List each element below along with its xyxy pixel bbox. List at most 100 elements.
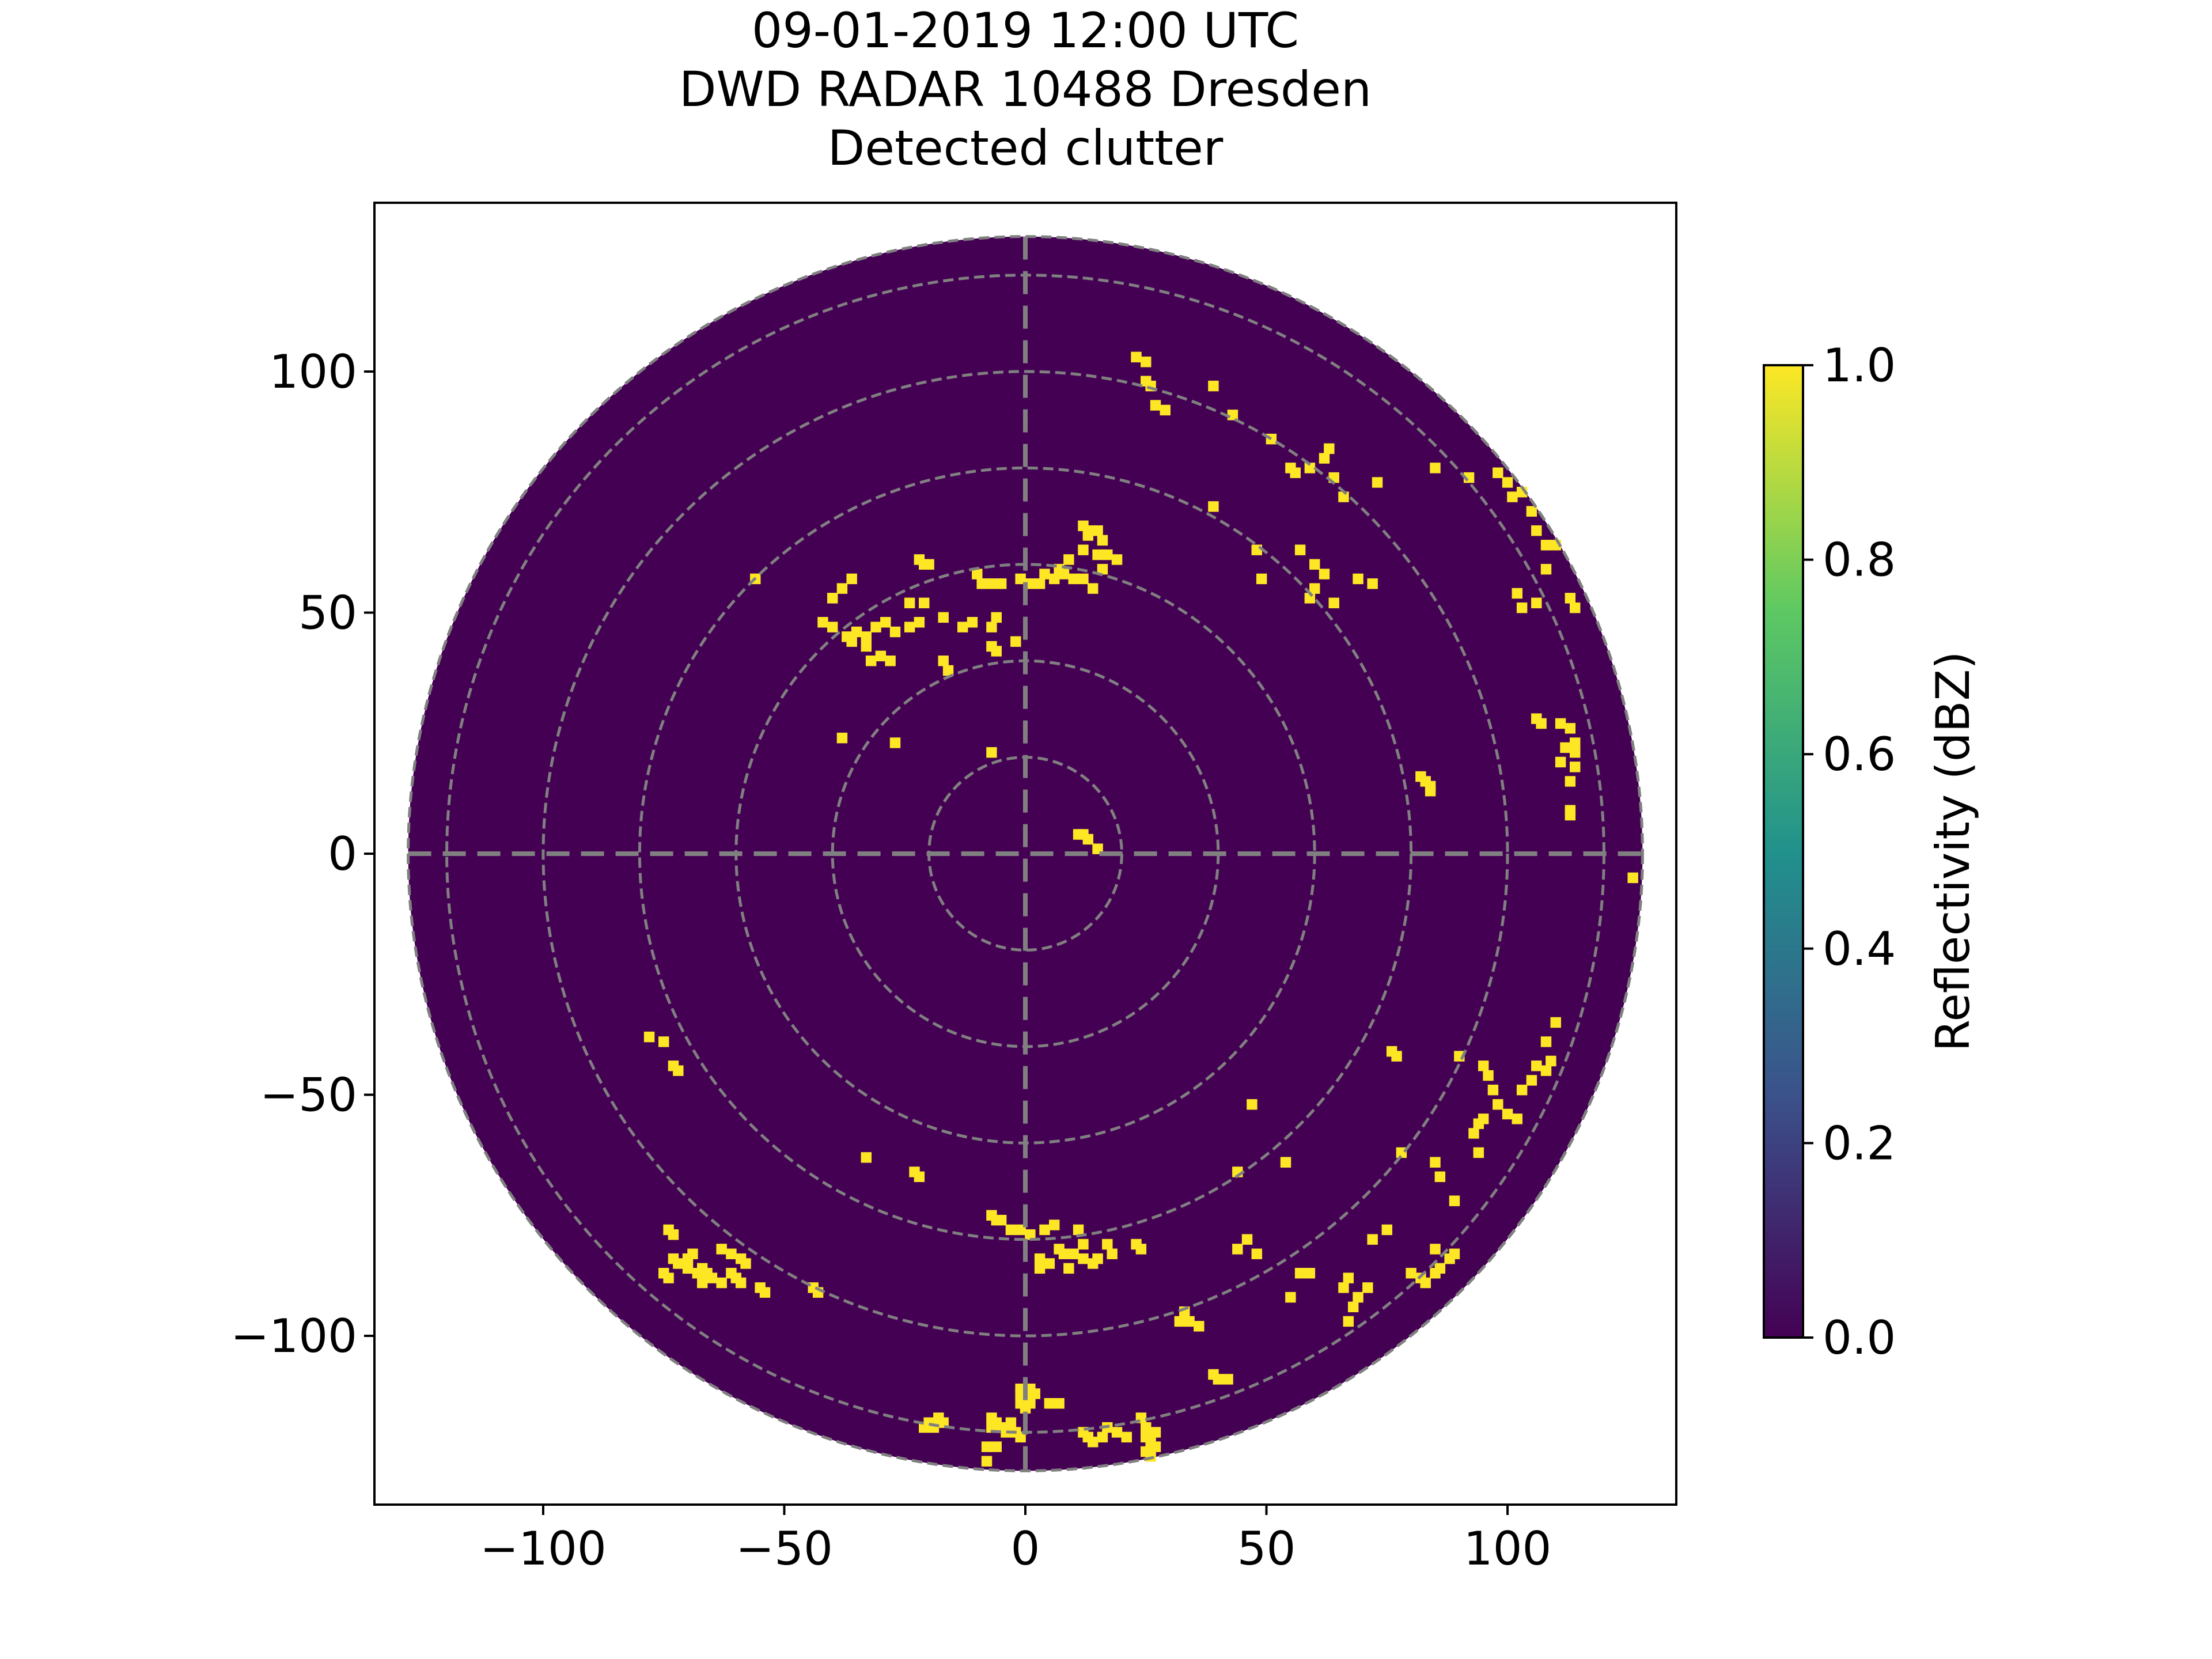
clutter-cell [1097,563,1108,575]
clutter-cell [1540,563,1552,575]
clutter-cell [1208,501,1219,512]
clutter-cell [870,622,881,632]
clutter-cell [1434,1171,1446,1183]
clutter-cell [1570,747,1581,758]
clutter-cell [1073,1224,1084,1236]
clutter-cell [981,578,993,589]
clutter-cell [1107,1248,1118,1259]
clutter-cell [1184,1316,1195,1327]
clutter-cell [1001,1427,1012,1438]
clutter-cell [1063,554,1074,565]
clutter-cell [1487,1084,1499,1096]
clutter-cell [1241,1234,1253,1245]
clutter-cell [1251,1248,1262,1259]
clutter-cell [923,559,934,570]
colorbar-tick-label: 0.2 [1823,1116,1896,1170]
colorbar-frame [1763,364,1804,1339]
clutter-cell [1473,1147,1484,1158]
colorbar-label: Reflectivity (dBZ) [1926,652,1980,1052]
clutter-cell [1232,1244,1243,1255]
clutter-cell [1034,578,1046,589]
clutter-cell [991,1441,1002,1452]
clutter-cell [1304,463,1316,474]
clutter-cell [726,1248,737,1259]
clutter-cell [1483,1070,1494,1081]
clutter-cell [1516,1084,1528,1096]
clutter-cell [716,1277,727,1289]
clutter-cell [1015,573,1026,585]
clutter-cell [1034,1263,1046,1274]
clutter-cell [836,732,848,744]
clutter-cell [836,583,848,594]
clutter-cell [885,655,896,666]
clutter-cell [1141,1422,1152,1433]
clutter-cell [1565,723,1576,734]
clutter-cell [1372,477,1383,488]
clutter-cell [904,597,915,608]
clutter-cell [1078,520,1089,532]
y-tick-label: −100 [230,1309,357,1363]
clutter-cell [1141,357,1152,368]
clutter-cell [1343,1316,1354,1327]
clutter-cell [1102,549,1113,560]
clutter-cell [942,665,954,676]
clutter-cell [1546,1055,1556,1067]
clutter-cell [1353,573,1363,585]
clutter-cell [861,1152,872,1163]
colorbar-bar [1764,365,1803,1338]
clutter-cell [1493,1099,1503,1110]
clutter-cell [1131,1238,1142,1250]
clutter-cell [889,737,901,748]
clutter-cell [1039,569,1050,579]
clutter-cell [1353,1291,1363,1303]
clutter-cell [938,612,949,623]
colorbar-ticks: 0.0 0.2 0.4 0.6 0.8 1.0 [1803,339,1896,1365]
clutter-cell [991,646,1002,657]
clutter-cell [1430,1244,1441,1255]
colorbar-tick-label: 0.6 [1823,728,1896,781]
clutter-cell [967,617,978,628]
clutter-cell [991,612,1002,623]
y-tick-label: 50 [298,586,357,639]
clutter-cell [875,650,887,662]
clutter-cell [1160,404,1171,416]
clutter-cell [1058,1248,1070,1259]
clutter-cell [1526,1075,1537,1086]
clutter-cell [1068,573,1079,585]
clutter-cell [1010,636,1021,647]
clutter-cell [1097,1431,1108,1443]
clutter-cell [1208,380,1219,392]
clutter-cell [1294,1268,1306,1279]
clutter-cell [1555,756,1566,768]
x-tick-label: 0 [1011,1522,1040,1575]
clutter-cell [755,1282,766,1293]
range-grid [407,235,1644,1472]
clutter-cell [1005,1224,1017,1236]
chart-title-line: Detected clutter [828,120,1224,176]
clutter-cell [1058,569,1070,579]
clutter-cell [846,636,857,647]
clutter-cell [1386,1046,1397,1057]
clutter-cell [1044,1398,1055,1409]
clutter-cell [1063,1263,1074,1274]
clutter-cell [1294,544,1306,555]
chart-title-line: 09-01-2019 12:00 UTC [752,2,1299,59]
clutter-cell [1131,351,1142,363]
clutter-cell [1430,1268,1441,1279]
clutter-cell [1054,1398,1065,1409]
clutter-cell [846,573,857,585]
clutter-cell [1328,597,1339,608]
clutter-cell [1078,573,1089,585]
clutter-cell [1150,1441,1161,1452]
clutter-cell [1068,1248,1079,1259]
clutter-cell [1531,597,1542,608]
clutter-cell [1034,1253,1046,1264]
clutter-cell [1570,737,1581,748]
clutter-cell [1309,583,1320,594]
clutter-cell [1121,1431,1132,1443]
clutter-cell [1319,453,1330,464]
clutter-cell [696,1277,708,1289]
clutter-cell [995,578,1007,589]
clutter-cell [1540,540,1552,551]
clutter-cell [1502,1108,1513,1120]
